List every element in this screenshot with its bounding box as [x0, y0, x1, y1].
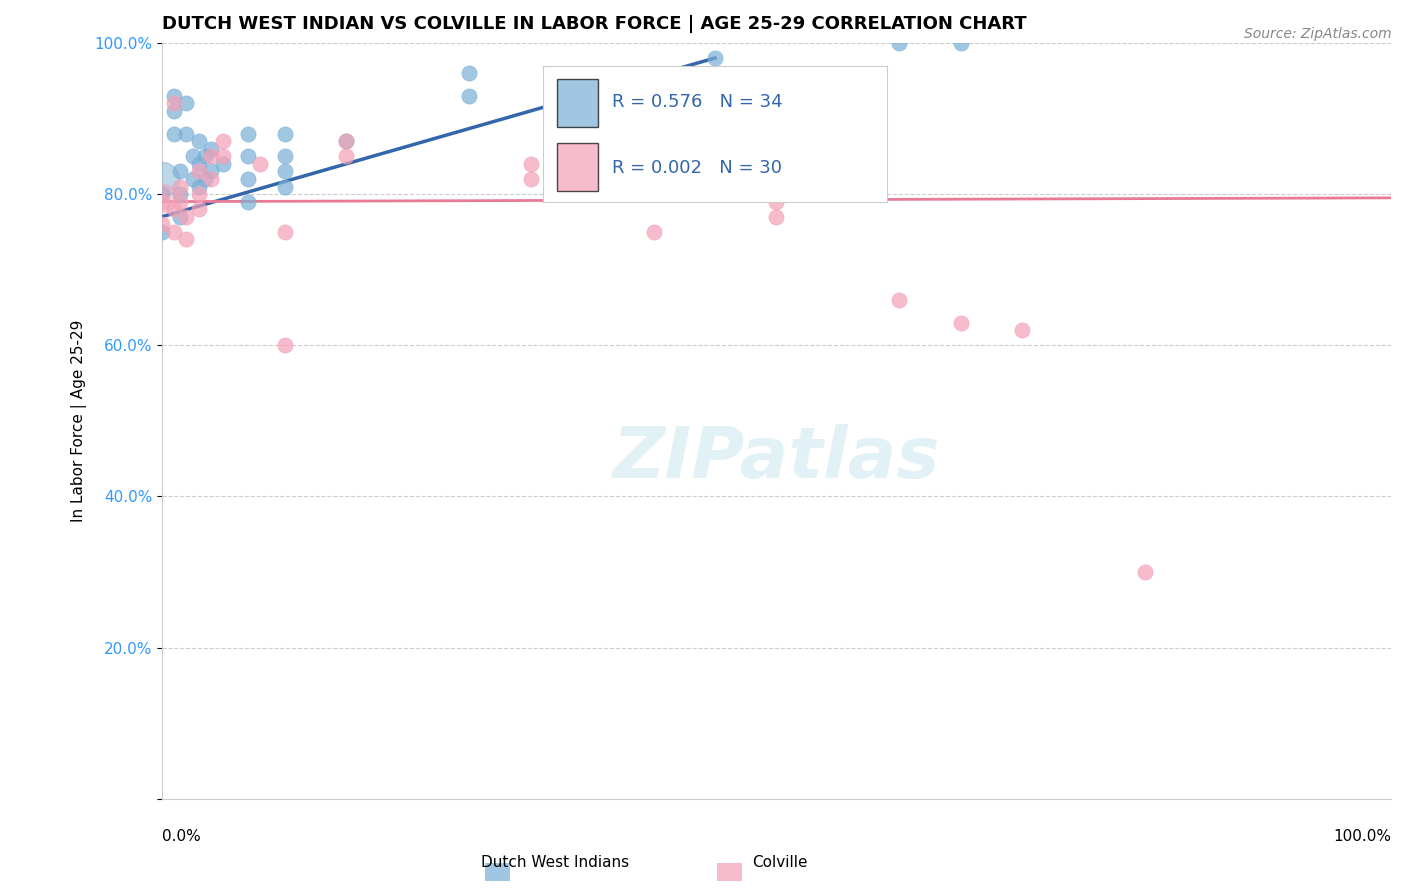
Point — [169, 164, 191, 178]
Point — [236, 194, 259, 209]
Point — [765, 210, 787, 224]
Point — [150, 225, 173, 239]
Point — [187, 202, 209, 217]
Point — [949, 36, 972, 50]
Text: ZIPatlas: ZIPatlas — [613, 425, 941, 493]
Text: 0.0%: 0.0% — [162, 829, 201, 844]
Text: Colville: Colville — [752, 855, 808, 870]
Point — [1011, 323, 1033, 337]
Point — [187, 164, 209, 178]
Point — [274, 179, 297, 194]
Point — [150, 217, 173, 231]
Text: 100.0%: 100.0% — [1333, 829, 1391, 844]
Point — [150, 191, 173, 205]
Point — [200, 164, 222, 178]
Point — [163, 96, 186, 111]
Point — [274, 164, 297, 178]
Point — [765, 194, 787, 209]
Point — [274, 149, 297, 163]
Point — [212, 134, 235, 148]
Point — [194, 149, 217, 163]
Point — [643, 225, 665, 239]
Point — [519, 172, 541, 186]
Point — [176, 127, 198, 141]
Point — [335, 134, 357, 148]
Point — [163, 202, 186, 217]
Point — [150, 172, 173, 186]
Point — [187, 134, 209, 148]
Point — [163, 225, 186, 239]
Point — [176, 210, 198, 224]
Point — [889, 36, 911, 50]
Text: Source: ZipAtlas.com: Source: ZipAtlas.com — [1244, 27, 1392, 41]
Point — [236, 127, 259, 141]
Point — [169, 187, 191, 202]
Point — [194, 172, 217, 186]
Point — [458, 88, 481, 103]
Point — [200, 172, 222, 186]
Point — [163, 127, 186, 141]
Point — [274, 127, 297, 141]
Point — [176, 232, 198, 246]
Point — [169, 210, 191, 224]
Point — [169, 194, 191, 209]
Point — [212, 149, 235, 163]
Point — [169, 179, 191, 194]
Point — [249, 157, 271, 171]
Point — [274, 225, 297, 239]
Point — [176, 96, 198, 111]
Point — [889, 293, 911, 307]
Point — [163, 103, 186, 118]
Point — [236, 172, 259, 186]
Point — [335, 134, 357, 148]
Point — [200, 142, 222, 156]
Y-axis label: In Labor Force | Age 25-29: In Labor Force | Age 25-29 — [72, 319, 87, 522]
Point — [1133, 565, 1156, 579]
Point — [187, 157, 209, 171]
Point — [181, 149, 204, 163]
Point — [163, 88, 186, 103]
Point — [949, 316, 972, 330]
Point — [150, 194, 173, 209]
Point — [181, 172, 204, 186]
Point — [274, 338, 297, 352]
Point — [187, 179, 209, 194]
Point — [458, 66, 481, 80]
Point — [200, 149, 222, 163]
Point — [236, 149, 259, 163]
Point — [187, 187, 209, 202]
Text: Dutch West Indians: Dutch West Indians — [481, 855, 630, 870]
Point — [150, 187, 173, 202]
Point — [519, 157, 541, 171]
Point — [212, 157, 235, 171]
Point — [704, 51, 727, 65]
Point — [335, 149, 357, 163]
Text: DUTCH WEST INDIAN VS COLVILLE IN LABOR FORCE | AGE 25-29 CORRELATION CHART: DUTCH WEST INDIAN VS COLVILLE IN LABOR F… — [162, 15, 1026, 33]
